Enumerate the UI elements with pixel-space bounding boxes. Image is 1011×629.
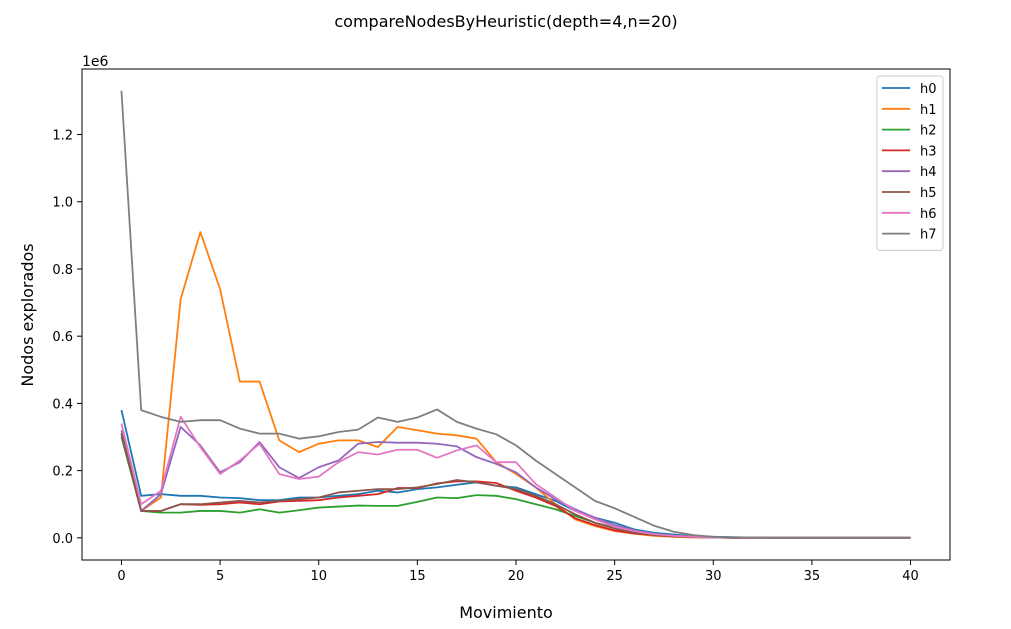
series-line-h7 bbox=[120, 90, 911, 539]
x-tick-label: 20 bbox=[508, 569, 525, 584]
series-line-h3 bbox=[120, 433, 911, 539]
x-tick-label: 25 bbox=[606, 569, 623, 584]
y-tick-label: 1.0 bbox=[52, 196, 73, 211]
legend-label-h3: h3 bbox=[920, 144, 937, 159]
x-tick-label: 5 bbox=[216, 569, 224, 584]
series-line-h5 bbox=[120, 433, 911, 539]
x-tick-label: 10 bbox=[310, 569, 327, 584]
legend-label-h2: h2 bbox=[920, 124, 937, 139]
y-tick-label: 0.2 bbox=[52, 465, 73, 480]
series-line-h4 bbox=[120, 426, 911, 539]
plot-frame bbox=[81, 68, 951, 561]
legend-label-h7: h7 bbox=[920, 228, 937, 243]
legend-label-h1: h1 bbox=[920, 103, 937, 118]
y-offset-text: 1e6 bbox=[82, 54, 109, 70]
x-tick-label: 15 bbox=[409, 569, 426, 584]
x-axis-label: Movimiento bbox=[459, 603, 553, 622]
legend-label-h4: h4 bbox=[920, 165, 937, 180]
series-lines bbox=[120, 90, 911, 539]
legend-label-h5: h5 bbox=[920, 186, 937, 201]
series-line-h6 bbox=[120, 415, 911, 539]
x-tick-label: 40 bbox=[902, 569, 919, 584]
y-tick-label: 0.6 bbox=[52, 330, 73, 345]
y-tick-label: 1.2 bbox=[52, 129, 73, 144]
legend-label-h6: h6 bbox=[920, 207, 937, 222]
y-axis-label: Nodos explorados bbox=[18, 243, 37, 386]
x-tick-label: 30 bbox=[705, 569, 722, 584]
y-tick-label: 0.4 bbox=[52, 397, 73, 412]
legend-label-h0: h0 bbox=[920, 82, 937, 97]
legend-box bbox=[876, 75, 944, 251]
series-line-h1 bbox=[120, 231, 911, 539]
y-tick-label: 0.0 bbox=[52, 532, 73, 547]
legend: h0 h1 h2 h3 h4 h5 h6 h7 bbox=[876, 75, 944, 251]
axis-ticks: 0 5 10 15 20 25 30 35 40 0.0 0.2 0.4 0.6 0.8 1.0 1.2 bbox=[52, 129, 919, 584]
chart-title: compareNodesByHeuristic(depth=4,n=20) bbox=[334, 12, 677, 31]
x-tick-label: 35 bbox=[804, 569, 821, 584]
x-tick-label: 0 bbox=[117, 569, 125, 584]
y-tick-label: 0.8 bbox=[52, 263, 73, 278]
